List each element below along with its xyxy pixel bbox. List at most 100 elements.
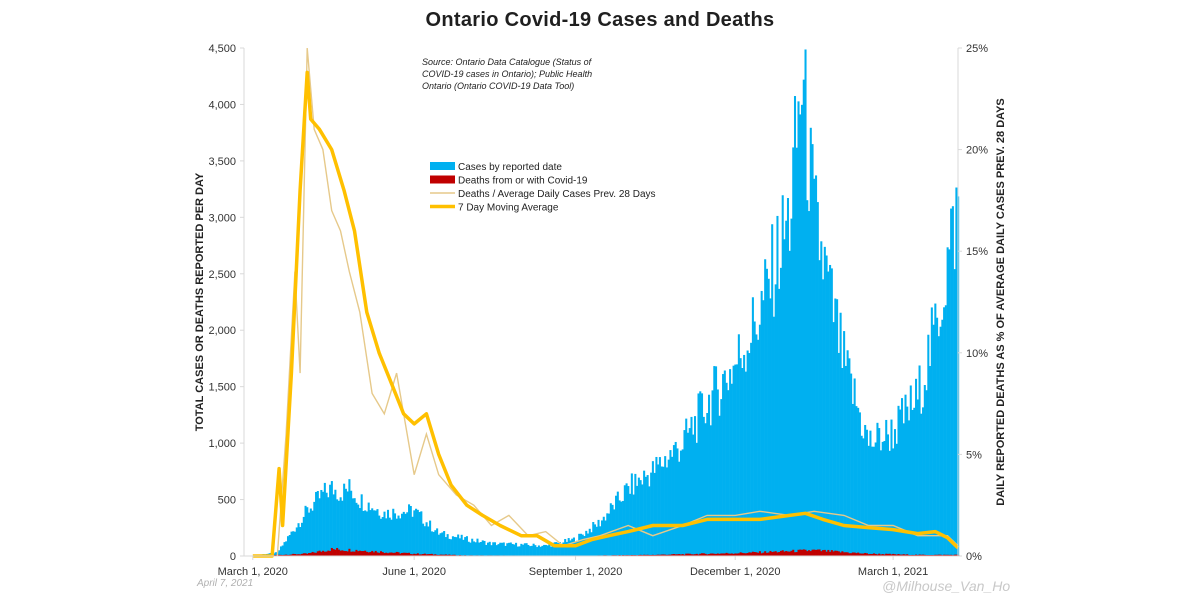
case-bar <box>599 526 602 556</box>
case-bar <box>541 545 544 556</box>
case-bar <box>629 493 632 556</box>
case-bar <box>816 202 819 556</box>
death-bar <box>765 552 768 556</box>
case-bar <box>750 342 753 556</box>
death-bar <box>444 554 447 556</box>
death-bar <box>772 551 775 556</box>
moving-average-line <box>252 70 960 558</box>
case-bar <box>315 491 318 556</box>
case-bar <box>688 428 691 556</box>
death-bar <box>343 550 346 556</box>
case-bar <box>497 544 500 556</box>
y-left-tick-label: 4,500 <box>208 43 236 55</box>
case-bar <box>876 422 879 556</box>
y-left-tick-label: 4,000 <box>208 99 236 111</box>
case-bar <box>374 510 377 556</box>
y-left-tick-label: 1,500 <box>208 382 236 394</box>
case-bar <box>874 442 877 556</box>
death-bar <box>436 554 439 556</box>
case-bar <box>830 268 833 556</box>
case-bar <box>534 545 537 556</box>
case-bar <box>739 358 742 556</box>
y-axis-left-label: TOTAL CASES OR DEATHS REPORTED PER DAY <box>194 172 206 431</box>
case-bar <box>630 473 633 556</box>
death-bar <box>643 554 646 556</box>
death-bar <box>288 554 291 556</box>
death-bar <box>743 553 746 556</box>
case-bar <box>392 508 395 556</box>
case-bar <box>334 489 337 556</box>
death-bar <box>876 554 879 556</box>
y-left-tick-label: 3,500 <box>208 156 236 168</box>
case-bar <box>771 224 774 556</box>
death-bar <box>439 554 442 556</box>
death-bar <box>339 550 342 556</box>
death-bar <box>837 551 840 556</box>
case-bar <box>906 406 909 556</box>
case-bar <box>908 420 911 556</box>
death-bar <box>869 553 872 556</box>
case-bar <box>815 175 818 557</box>
death-bar <box>367 552 370 556</box>
y-right-tick-label: 15% <box>966 246 988 258</box>
death-bar <box>688 553 691 556</box>
case-bar <box>516 546 519 556</box>
case-bar <box>625 483 628 556</box>
case-bar <box>651 461 654 556</box>
case-bar <box>920 413 923 556</box>
case-bar <box>297 523 300 556</box>
case-bar <box>860 435 863 556</box>
case-bar <box>892 448 895 556</box>
death-bar <box>304 553 307 556</box>
death-bar <box>702 553 705 556</box>
case-bar <box>883 440 886 556</box>
death-bar <box>934 554 937 556</box>
death-bar <box>686 553 690 556</box>
death-bar <box>918 554 921 556</box>
case-bar <box>381 517 384 556</box>
death-bar <box>293 554 297 556</box>
case-bar <box>427 526 430 556</box>
case-bar <box>734 364 737 556</box>
case-bar <box>755 334 758 556</box>
case-bar <box>929 366 932 556</box>
case-bar <box>660 466 663 556</box>
case-bar <box>672 445 675 556</box>
case-bar <box>930 307 933 556</box>
case-bar <box>758 324 761 556</box>
death-bar <box>813 549 816 556</box>
death-bar <box>639 554 642 556</box>
case-bar <box>488 541 491 556</box>
case-bar <box>727 390 730 556</box>
death-bar <box>657 554 660 556</box>
death-bar <box>864 552 867 556</box>
case-bar <box>646 475 649 556</box>
case-bar <box>800 104 804 556</box>
death-bar <box>706 554 709 556</box>
death-bar <box>815 549 818 556</box>
case-bar <box>795 147 798 556</box>
case-bar <box>943 307 946 556</box>
death-bar <box>402 552 405 556</box>
death-bar <box>662 554 665 556</box>
case-bar <box>700 393 704 556</box>
y-right-tick-label: 25% <box>966 43 988 55</box>
case-bar <box>655 456 658 556</box>
death-bar <box>630 554 633 556</box>
source-note-line: Source: Ontario Data Catalogue (Status o… <box>422 57 593 67</box>
case-bar <box>764 259 767 556</box>
death-bar <box>695 553 698 556</box>
case-bar <box>371 508 374 556</box>
case-bar <box>951 206 954 556</box>
case-bar <box>329 484 332 556</box>
case-bar <box>474 542 477 556</box>
case-bar <box>869 430 872 556</box>
case-bar <box>406 512 409 556</box>
case-bar <box>783 239 786 556</box>
death-bar <box>700 553 704 556</box>
death-bar <box>922 554 925 556</box>
y-left-tick-label: 1,000 <box>208 438 236 450</box>
case-bar <box>732 365 735 556</box>
death-bar <box>358 550 361 556</box>
case-bar <box>725 382 728 556</box>
